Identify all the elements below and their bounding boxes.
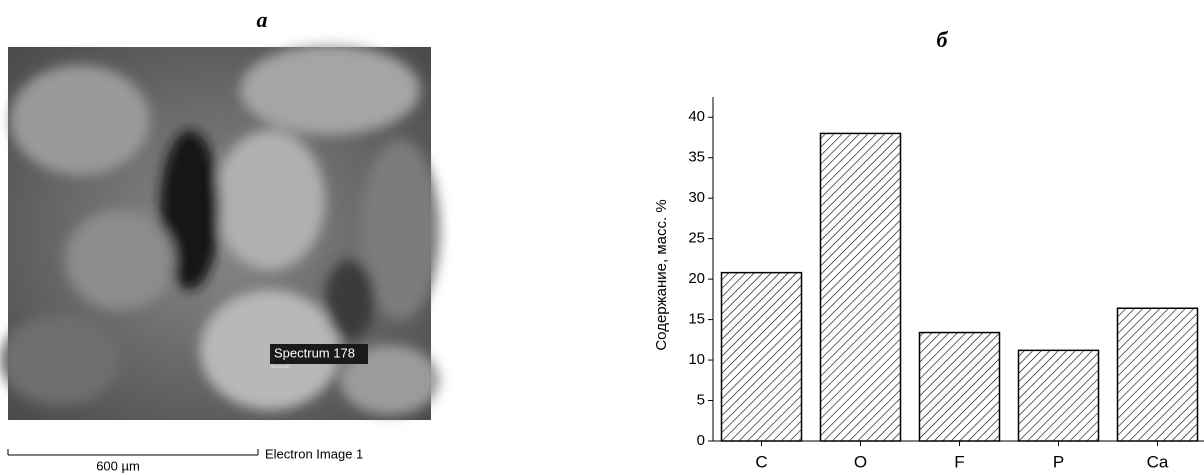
y-tick-label: 10: [688, 351, 705, 368]
scale-label: 600 µm: [96, 458, 140, 473]
y-tick-label: 20: [688, 270, 705, 287]
y-tick-label: 5: [697, 391, 705, 408]
bar: [1116, 307, 1199, 442]
panel-label: а: [257, 7, 268, 32]
bar: [720, 271, 803, 442]
bar: [918, 331, 1001, 442]
x-tick-label: O: [854, 452, 867, 471]
image-caption: Electron Image 1: [265, 446, 363, 461]
x-tick-label: Ca: [1147, 452, 1169, 471]
x-tick-label: P: [1053, 452, 1064, 471]
bar: [1017, 349, 1100, 442]
spectrum-label: Spectrum 178: [274, 345, 355, 360]
y-tick-label: 15: [688, 311, 705, 328]
bar: [819, 132, 902, 442]
y-tick-label: 0: [697, 432, 705, 449]
y-tick-label: 40: [688, 108, 705, 125]
panel-label: б: [937, 27, 949, 52]
electron-image: [0, 45, 440, 420]
y-tick-label: 35: [688, 149, 705, 166]
x-tick-label: F: [954, 452, 964, 471]
x-tick-label: C: [755, 452, 767, 471]
y-tick-label: 25: [688, 230, 705, 247]
y-tick-label: 30: [688, 189, 705, 206]
scale-bar: [7, 449, 259, 456]
y-axis-label: Содержание, масс. %: [653, 199, 670, 350]
